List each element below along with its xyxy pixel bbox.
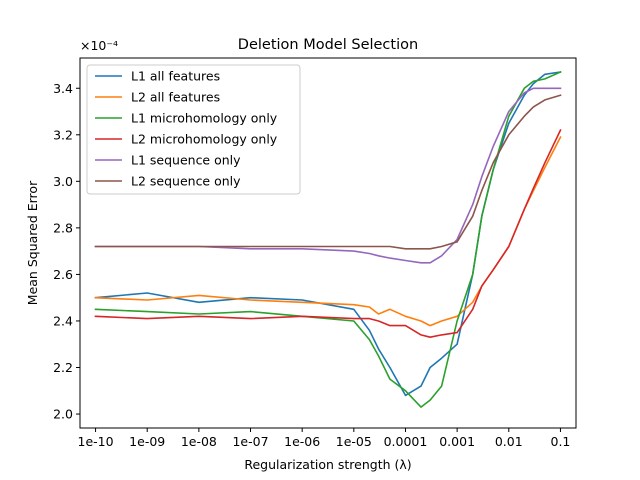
x-axis-ticks: 1e-10 1e-09 1e-08 1e-07 1e-06 1e-05 0.0001 0.00… xyxy=(78,428,571,449)
chart-title: Deletion Model Selection xyxy=(238,37,418,53)
series-line-4 xyxy=(94,129,562,339)
y-axis-label: Mean Squared Error xyxy=(25,180,40,305)
series-line-6 xyxy=(94,94,562,250)
plot-frame xyxy=(79,57,577,429)
series-line-1 xyxy=(94,71,562,397)
legend-label: L1 all features xyxy=(131,69,220,84)
y-tick-label: 2.8 xyxy=(53,220,73,235)
x-tick-label: 0.1 xyxy=(551,434,571,449)
x-tick-label: 1e-06 xyxy=(284,434,320,449)
legend-box xyxy=(86,64,301,195)
data-series xyxy=(94,70,562,408)
x-tick-label: 1e-10 xyxy=(78,434,114,449)
y-tick-label: 3.4 xyxy=(53,81,73,96)
legend-label: L1 sequence only xyxy=(131,153,241,168)
legend-label: L1 microhomology only xyxy=(131,111,278,126)
x-tick-label: 1e-08 xyxy=(181,434,217,449)
y-tick-label: 2.4 xyxy=(53,313,73,328)
x-tick-label: 0.001 xyxy=(439,434,475,449)
y-tick-label: 2.2 xyxy=(53,360,73,375)
y-tick-label: 3.2 xyxy=(53,127,73,142)
x-tick-label: 1e-09 xyxy=(129,434,165,449)
legend-label: L2 sequence only xyxy=(131,174,241,189)
x-tick-label: 1e-07 xyxy=(232,434,268,449)
y-tick-label: 3.0 xyxy=(53,174,73,189)
x-tick-label: 1e-05 xyxy=(336,434,372,449)
legend: L1 all features L2 all features L1 microho… xyxy=(86,64,301,195)
y-axis-ticks: 2.0 2.2 2.4 2.6 2.8 3.0 3.2 3.4 xyxy=(53,81,80,422)
y-tick-label: 2.6 xyxy=(53,267,73,282)
series-line-5 xyxy=(94,87,562,264)
y-tick-label: 2.0 xyxy=(53,407,73,422)
x-tick-label: 0.0001 xyxy=(384,434,428,449)
legend-label: L2 all features xyxy=(131,90,220,105)
x-tick-label: 0.01 xyxy=(495,434,523,449)
legend-label: L2 microhomology only xyxy=(131,132,278,147)
x-axis-label: Regularization strength (λ) xyxy=(244,457,411,472)
y-axis-offset-text: ×10⁻⁴ xyxy=(80,38,118,53)
